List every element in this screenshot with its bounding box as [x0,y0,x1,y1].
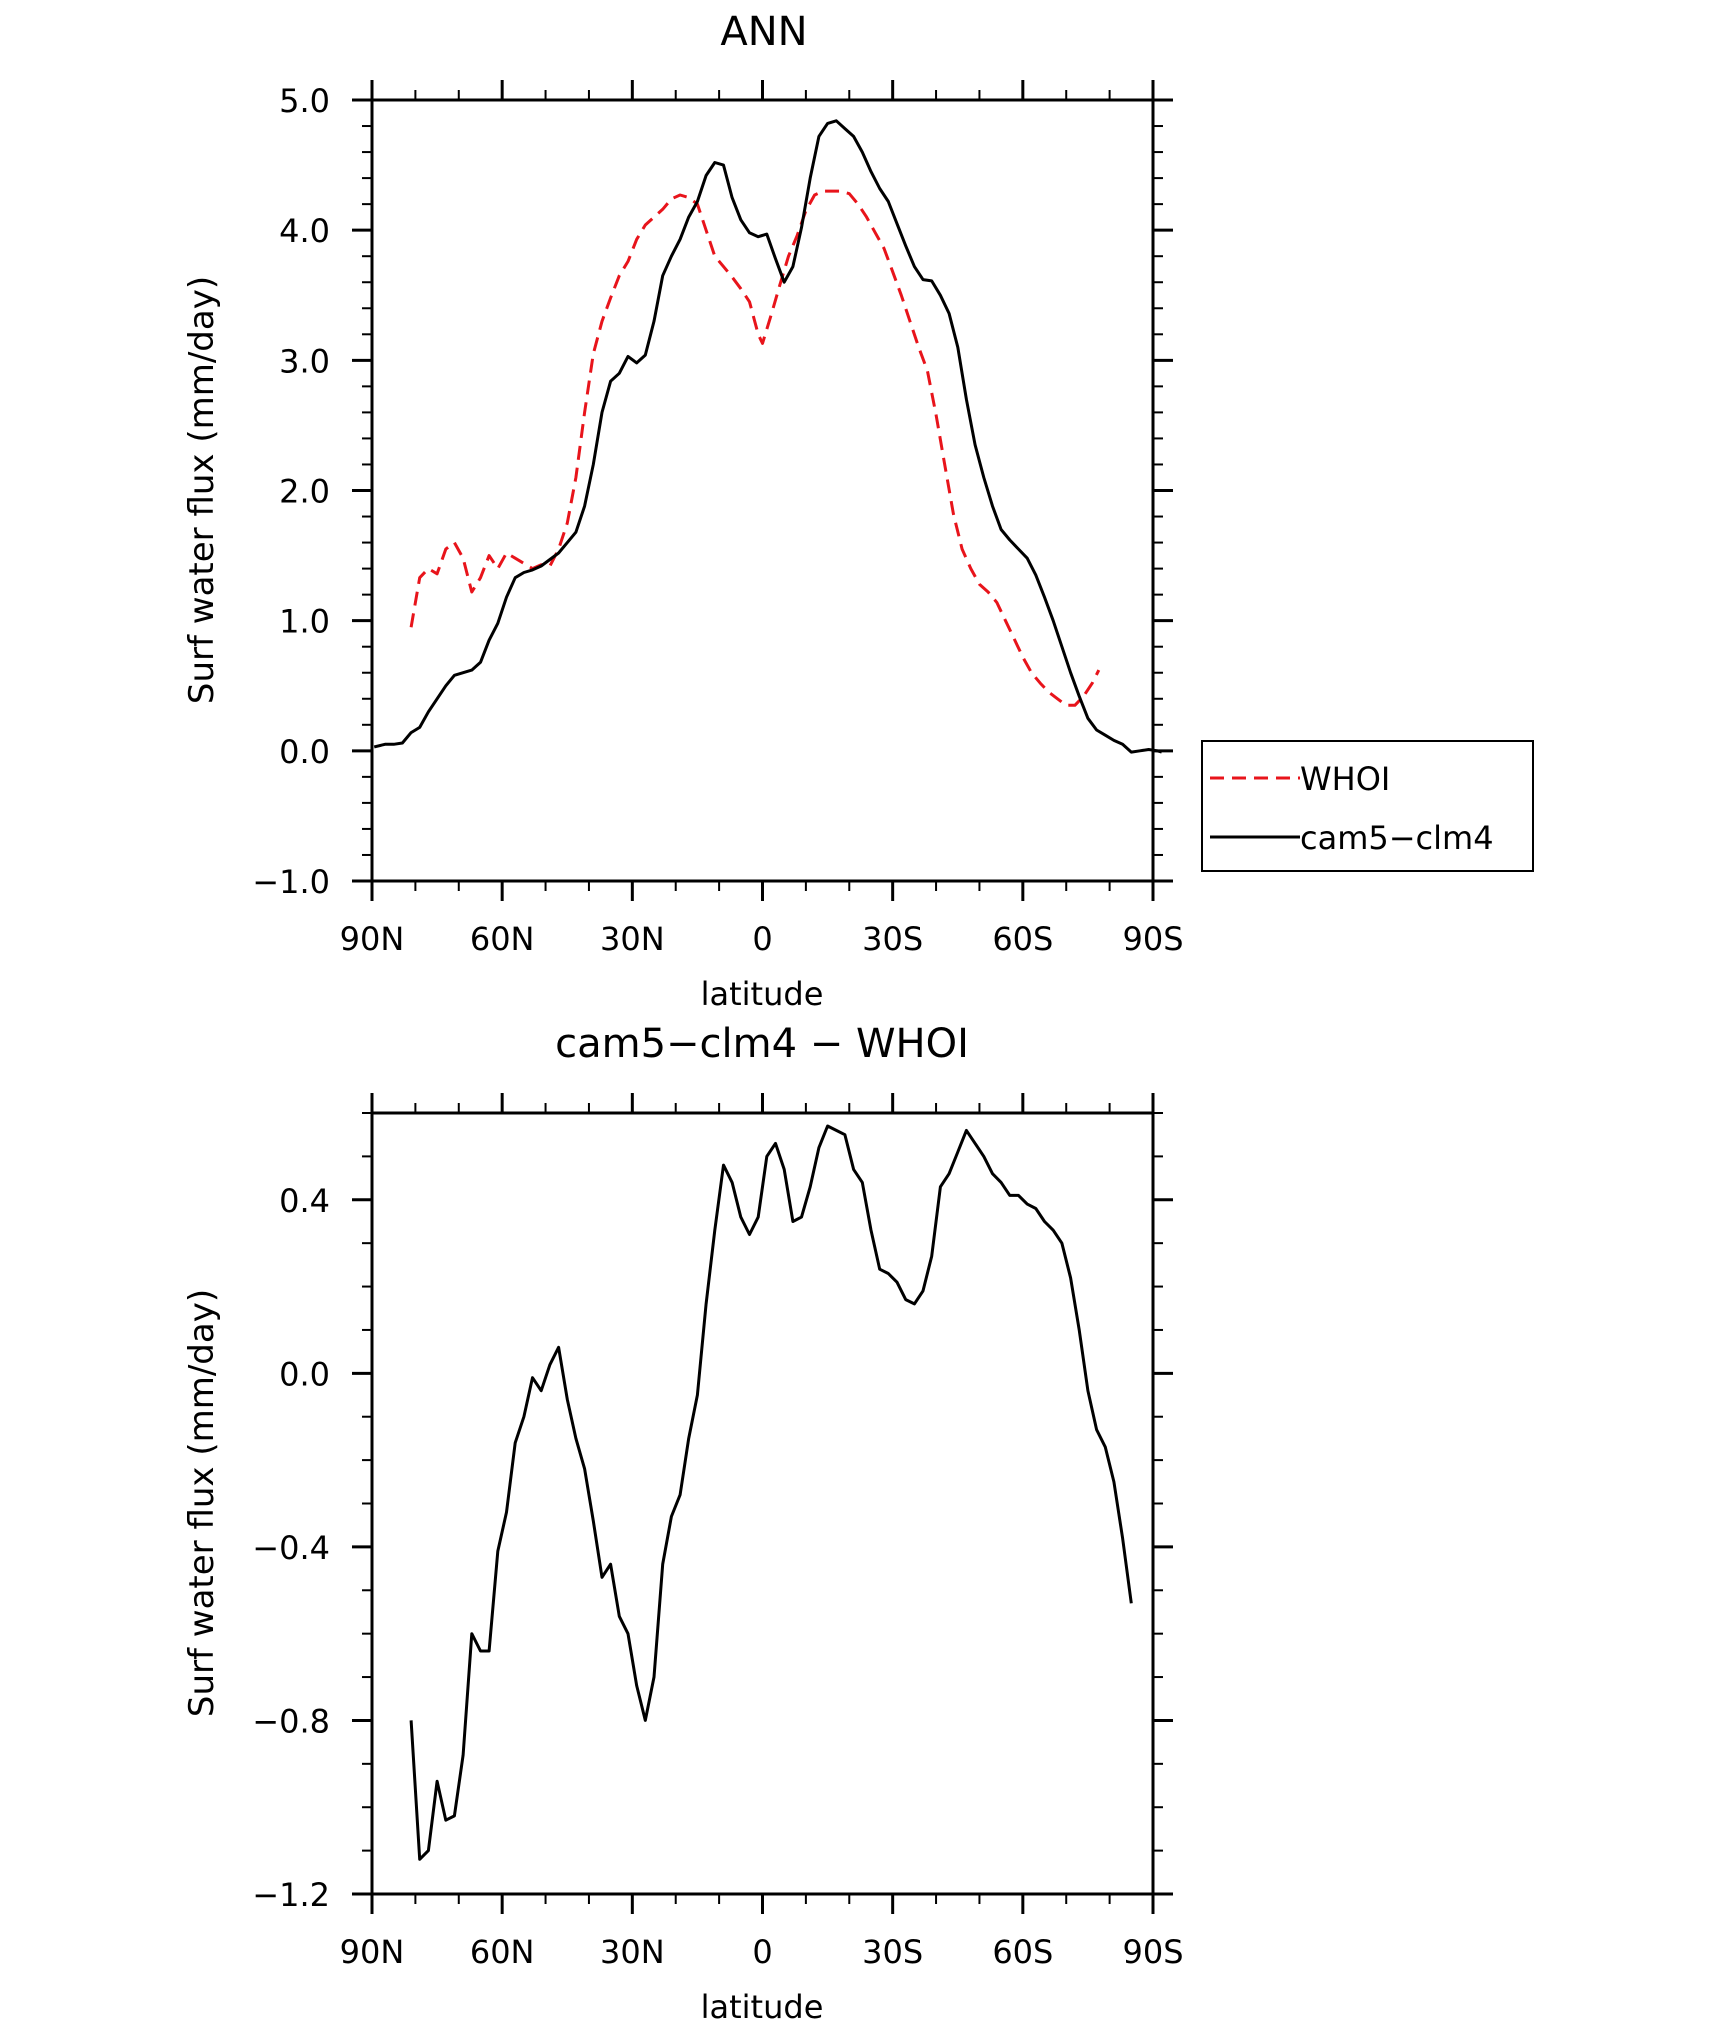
panel-1-lines [373,119,1163,754]
x-tick-label: 30N [600,1933,665,1971]
panel-2-frame [370,1111,1155,1896]
panel-2-title: cam5−clm4 − WHOI [555,1021,969,1067]
y-tick-label: 2.0 [279,473,330,511]
panel-2-ticks: −1.2 −0.8 −0.4 0.0 0.4 90N 60N 30N 0 30S 60S 90S [252,1093,1184,1971]
x-tick-label: 0 [752,1933,772,1971]
series-line-1-1 [409,189,1101,707]
legend-box [1201,740,1534,872]
y-tick-label: 4.0 [279,212,330,250]
legend: WHOI cam5−clm4 [1201,740,1534,872]
panel-2-ylabel: Surf water flux (mm/day) [182,1289,222,1717]
y-tick-label: 0.0 [279,1355,330,1393]
x-tick-label: 90N [340,1933,405,1971]
y-tick-label: 0.4 [279,1182,330,1220]
x-tick-label: 30N [600,920,665,958]
panel-1-title: ANN [720,9,807,55]
y-tick-label: 5.0 [279,82,330,120]
x-tick-label: 60N [470,1933,535,1971]
y-tick-label: 1.0 [279,603,330,641]
panel-annual: ANN −1.0 0.0 1.0 2.0 3.0 4.0 5.0 90N 60N 30N 0 30S 6… [182,9,1534,1013]
y-tick-label: 3.0 [279,342,330,380]
y-tick-label: −0.8 [252,1702,330,1740]
panel-1-xlabel: latitude [701,975,824,1013]
x-tick-label: 90N [340,920,405,958]
x-tick-label: 60S [992,1933,1053,1971]
panel-1-ticks: −1.0 0.0 1.0 2.0 3.0 4.0 5.0 90N 60N 30N 0 30S 60S 90… [252,80,1184,958]
x-tick-label: 60S [992,920,1053,958]
y-tick-label: −0.4 [252,1529,330,1567]
y-tick-label: −1.0 [252,863,330,901]
x-tick-label: 30S [862,1933,923,1971]
x-tick-label: 60N [470,920,535,958]
series-line-2-1 [409,1124,1133,1861]
panel-difference: cam5−clm4 − WHOI −1.2 −0.8 −0.4 0.0 0.4 90N 60… [182,1021,1184,2021]
panel-2-lines [409,1124,1133,1861]
y-tick-label: −1.2 [252,1876,330,1914]
x-tick-label: 30S [862,920,923,958]
x-tick-label: 90S [1122,920,1183,958]
legend-label-cam5: cam5−clm4 [1300,819,1494,857]
y-tick-label: 0.0 [279,733,330,771]
series-line-1-2 [373,119,1163,754]
panel-1-frame [370,98,1155,883]
panel-1-ylabel: Surf water flux (mm/day) [182,276,222,704]
panel-2-xlabel: latitude [701,1988,824,2021]
legend-label-whoi: WHOI [1300,760,1390,798]
x-tick-label: 0 [752,920,772,958]
x-tick-label: 90S [1122,1933,1183,1971]
